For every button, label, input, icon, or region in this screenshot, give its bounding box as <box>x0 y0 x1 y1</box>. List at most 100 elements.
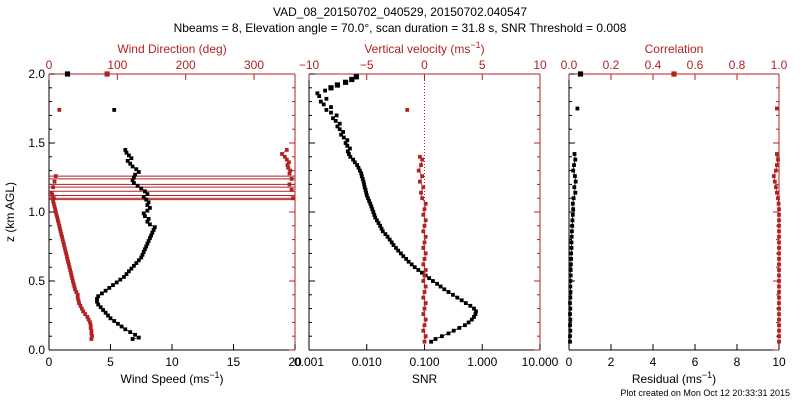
residual_corr-point <box>568 295 573 300</box>
snr_vv-point <box>423 201 428 206</box>
wind-point <box>130 164 135 169</box>
wind-point <box>49 190 54 195</box>
wind-point <box>108 316 113 321</box>
snr_vv-point <box>353 74 359 80</box>
snr_vv-point <box>423 234 428 239</box>
wind-point <box>130 178 135 183</box>
residual_corr-point <box>572 163 576 167</box>
snr_vv-point <box>329 110 333 115</box>
ytick-label: 0.5 <box>28 274 45 288</box>
wind-point <box>56 221 61 225</box>
snr_vv-point <box>345 138 350 143</box>
snr_vv-point <box>422 323 427 328</box>
snr_vv-point <box>337 121 342 126</box>
xtick-label-top: 0.8 <box>729 58 746 72</box>
xtick-label-top: 200 <box>176 58 196 72</box>
xtick-label-bottom: 2 <box>608 355 615 369</box>
wind-point <box>58 229 63 234</box>
wind-xlabel-bottom-text: Wind Speed (ms <box>121 372 210 386</box>
wind-point <box>100 291 104 296</box>
wind-point <box>144 197 149 202</box>
ytick-label: 1.5 <box>28 136 45 150</box>
wind-point <box>98 305 103 310</box>
snr_vv-point <box>423 334 428 339</box>
wind-xlabel-top-text: Wind Direction (deg) <box>117 42 226 56</box>
residual_corr-point <box>568 328 573 333</box>
snr_vv-point <box>341 135 346 140</box>
wind-point <box>291 196 295 201</box>
wind-point <box>143 214 147 218</box>
residual_corr-xlabel-bottom-exp: −1 <box>702 370 712 380</box>
snr_vv-point <box>396 248 401 253</box>
wind-point <box>280 152 284 156</box>
snr_vv-point <box>431 279 435 283</box>
wind-point <box>96 302 101 307</box>
wind-point <box>69 273 74 278</box>
wind-point <box>96 294 101 299</box>
wind-point <box>111 283 115 287</box>
wind-point <box>59 232 64 236</box>
residual_corr-point <box>575 106 580 111</box>
wind-point <box>65 257 70 261</box>
xtick-label-top: 10 <box>533 58 547 72</box>
snr_vv-point <box>394 246 398 250</box>
residual_corr-point <box>777 284 781 289</box>
wind-point <box>67 265 72 270</box>
wind-point <box>287 171 292 176</box>
snr_vv-point <box>423 218 428 223</box>
snr_vv-point <box>359 174 364 178</box>
wind-point <box>86 317 91 322</box>
snr_vv-point <box>321 102 326 107</box>
wind-point <box>284 157 289 162</box>
chart-title-line2: Nbeams = 8, Elevation angle = 70.0°, sca… <box>174 21 627 35</box>
snr_vv-point <box>421 295 426 300</box>
snr_vv-point <box>324 96 329 101</box>
residual_corr-point <box>569 234 574 239</box>
wind-point <box>85 315 90 319</box>
wind-point <box>57 223 62 228</box>
wind-point <box>151 228 156 232</box>
snr_vv-point <box>422 339 427 344</box>
residual_corr-point <box>777 317 781 322</box>
snr_vv-point <box>362 185 367 190</box>
snr_vv-point <box>409 262 414 267</box>
snr_vv-point <box>473 312 478 316</box>
residual_corr-point <box>570 229 574 234</box>
snr_vv-point <box>474 309 478 314</box>
snr_vv-xlabel-top: Vertical velocity (ms−1) <box>364 40 484 56</box>
wind-point <box>69 270 73 275</box>
xtick-label-bottom: 15 <box>227 355 241 369</box>
residual_corr-xlabel-bottom: Residual (ms−1) <box>632 370 716 386</box>
xtick-label-bottom: 5 <box>107 355 114 369</box>
wind-point <box>287 160 291 165</box>
wind-point <box>133 332 137 337</box>
wind-point <box>103 288 108 293</box>
wind-point <box>136 335 141 340</box>
snr_vv-point <box>440 334 444 339</box>
snr_vv-point <box>380 229 385 234</box>
wind-point <box>51 185 55 190</box>
ytick-label: 1.0 <box>28 205 45 219</box>
snr_vv-point <box>422 273 427 278</box>
snr_vv-point <box>416 268 421 272</box>
residual_corr-point <box>569 257 573 261</box>
wind-point <box>88 323 93 328</box>
residual_corr-point <box>777 257 781 261</box>
snr_vv-point <box>329 105 333 109</box>
snr_vv-point <box>421 279 426 283</box>
residual_corr-point <box>777 339 781 344</box>
wind-point <box>132 263 136 268</box>
residual_corr-point <box>777 218 781 223</box>
snr_vv-point <box>364 193 369 198</box>
xtick-label-top: 0 <box>421 58 428 72</box>
wind-point <box>152 225 157 230</box>
wind-point <box>73 287 77 292</box>
wind-point <box>148 206 152 210</box>
snr_vv-point <box>368 201 373 206</box>
wind-point <box>286 165 291 170</box>
snr_vv-point <box>341 130 345 134</box>
snr_vv-point <box>323 88 327 93</box>
wind-point <box>128 161 133 166</box>
snr_vv-point <box>421 328 426 333</box>
